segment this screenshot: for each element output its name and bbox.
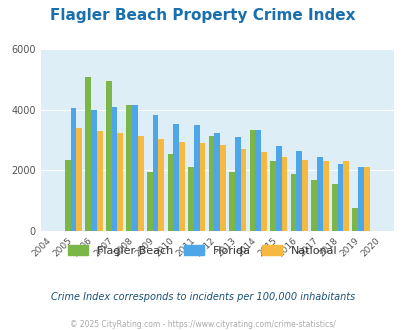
- Bar: [220, 145, 225, 231]
- Bar: [111, 107, 117, 231]
- Bar: [363, 167, 369, 231]
- Bar: [301, 160, 307, 231]
- Bar: [132, 106, 138, 231]
- Bar: [316, 157, 322, 231]
- Bar: [147, 172, 152, 231]
- Bar: [167, 154, 173, 231]
- Bar: [296, 151, 301, 231]
- Bar: [290, 174, 296, 231]
- Bar: [357, 167, 363, 231]
- Bar: [255, 130, 260, 231]
- Bar: [70, 109, 76, 231]
- Bar: [188, 167, 193, 231]
- Bar: [117, 133, 123, 231]
- Bar: [275, 146, 281, 231]
- Bar: [208, 136, 214, 231]
- Text: Crime Index corresponds to incidents per 100,000 inhabitants: Crime Index corresponds to incidents per…: [51, 292, 354, 302]
- Text: © 2025 CityRating.com - https://www.cityrating.com/crime-statistics/: © 2025 CityRating.com - https://www.city…: [70, 320, 335, 329]
- Bar: [152, 115, 158, 231]
- Bar: [173, 124, 179, 231]
- Bar: [269, 161, 275, 231]
- Bar: [97, 131, 102, 231]
- Bar: [106, 81, 111, 231]
- Bar: [214, 133, 220, 231]
- Bar: [138, 136, 143, 231]
- Bar: [65, 160, 70, 231]
- Bar: [85, 77, 91, 231]
- Bar: [322, 161, 328, 231]
- Bar: [228, 172, 234, 231]
- Bar: [199, 143, 205, 231]
- Bar: [158, 139, 164, 231]
- Bar: [179, 142, 184, 231]
- Bar: [352, 208, 357, 231]
- Bar: [76, 128, 82, 231]
- Bar: [234, 137, 240, 231]
- Bar: [343, 161, 348, 231]
- Bar: [311, 180, 316, 231]
- Bar: [281, 157, 287, 231]
- Bar: [260, 152, 266, 231]
- Bar: [91, 110, 97, 231]
- Bar: [249, 130, 255, 231]
- Text: Flagler Beach Property Crime Index: Flagler Beach Property Crime Index: [50, 8, 355, 23]
- Bar: [193, 125, 199, 231]
- Bar: [126, 106, 132, 231]
- Legend: Flagler Beach, Florida, National: Flagler Beach, Florida, National: [64, 241, 341, 260]
- Bar: [240, 149, 246, 231]
- Bar: [331, 184, 337, 231]
- Bar: [337, 164, 343, 231]
